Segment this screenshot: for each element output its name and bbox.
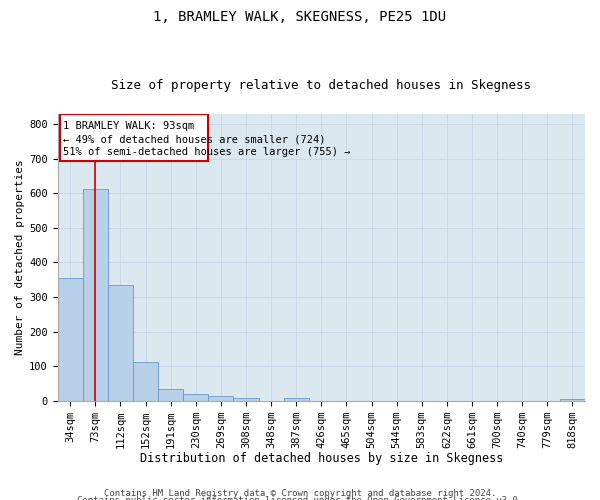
Title: Size of property relative to detached houses in Skegness: Size of property relative to detached ho… (112, 79, 532, 92)
Bar (108, 285, 133, 401)
Text: 1 BRAMLEY WALK: 93sqm: 1 BRAMLEY WALK: 93sqm (62, 121, 194, 131)
Y-axis label: Number of detached properties: Number of detached properties (15, 160, 25, 355)
Text: Contains HM Land Registry data © Crown copyright and database right 2024.: Contains HM Land Registry data © Crown c… (104, 488, 496, 498)
Bar (158, 388, 183, 400)
Bar (284, 398, 309, 400)
Bar (208, 396, 233, 400)
Bar (58, 278, 83, 400)
Text: 1, BRAMLEY WALK, SKEGNESS, PE25 1DU: 1, BRAMLEY WALK, SKEGNESS, PE25 1DU (154, 10, 446, 24)
Bar (133, 362, 158, 401)
X-axis label: Distribution of detached houses by size in Skegness: Distribution of detached houses by size … (140, 452, 503, 465)
Bar (83, 190, 108, 400)
Text: ← 49% of detached houses are smaller (724): ← 49% of detached houses are smaller (72… (62, 134, 325, 144)
Text: 51% of semi-detached houses are larger (755) →: 51% of semi-detached houses are larger (… (62, 147, 350, 157)
Bar (183, 394, 208, 400)
FancyBboxPatch shape (60, 114, 208, 162)
Bar (560, 398, 585, 400)
Bar (233, 398, 259, 400)
Text: Contains public sector information licensed under the Open Government Licence v3: Contains public sector information licen… (77, 496, 523, 500)
